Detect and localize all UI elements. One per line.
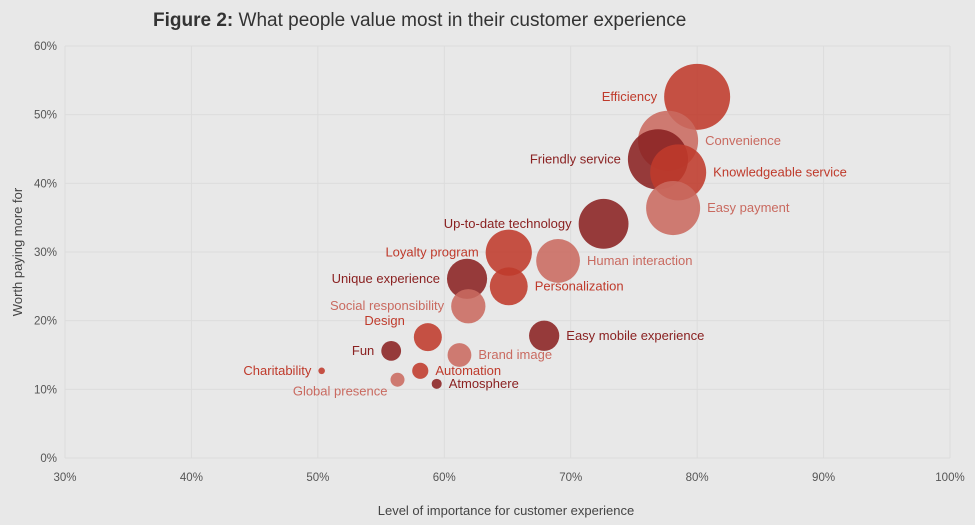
y-tick-label: 30% [34,247,57,259]
bubble-brand-image[interactable] [447,343,472,367]
bubble-loyalty-program[interactable] [485,229,532,276]
x-tick-label: 30% [53,472,76,484]
y-tick-label: 40% [34,178,57,190]
x-tick-label: 40% [180,472,203,484]
bubble-design[interactable] [413,323,442,352]
bubble-label: Human interaction [587,253,693,268]
bubble-label: Knowledgeable service [713,164,847,179]
x-tick-label: 50% [306,472,329,484]
bubble-label: Unique experience [332,271,440,286]
bubble-easy-mobile-experience[interactable] [529,320,560,351]
bubble-label: Friendly service [530,151,621,166]
x-tick-label: 60% [433,472,456,484]
bubble-charitability[interactable] [318,367,325,375]
grid [64,45,951,459]
bubble-fun[interactable] [381,340,402,361]
bubble-unique-experience[interactable] [446,258,488,299]
y-tick-label: 10% [34,384,57,396]
x-axis-title: Level of importance for customer experie… [378,503,635,518]
bubble-social-responsibility[interactable] [451,289,486,324]
bubble-automation[interactable] [412,362,429,379]
figure-number: Figure 2: [153,10,234,31]
tick-labels: 30% 40% 50% 60% 70% 80% 90% 100% 0% 10% 20% 30% 40% 5… [34,41,965,484]
bubble-label: Up-to-date technology [444,216,572,231]
bubble-up-to-date-technology[interactable] [578,198,629,249]
bubble-label: Social responsibility [330,298,445,313]
bubbles [318,63,731,389]
bubble-label: Convenience [705,133,781,148]
bubble-label: Loyalty program [385,245,478,260]
y-tick-label: 50% [34,110,57,122]
bubble-global-presence[interactable] [390,372,405,387]
y-tick-label: 0% [40,453,57,465]
bubble-label: Fun [352,343,374,358]
y-axis-title: Worth paying more for [10,187,25,316]
bubble-label: Easy payment [707,200,790,215]
bubble-label: Design [364,313,404,328]
chart-title: Figure 2: What people value most in thei… [153,10,686,32]
bubble-personalization[interactable] [489,267,528,306]
bubble-human-interaction[interactable] [536,239,580,283]
x-tick-label: 100% [935,472,964,484]
bubble-labels: Efficiency Convenience Friendly service Kno… [243,89,846,399]
bubble-efficiency[interactable] [664,63,731,130]
x-tick-label: 90% [812,472,835,484]
bubble-label: Easy mobile experience [566,328,704,343]
bubble-easy-payment[interactable] [646,181,701,236]
bubble-label: Efficiency [602,89,658,104]
bubble-label: Charitability [243,363,311,378]
x-tick-label: 70% [559,472,582,484]
bubble-atmosphere[interactable] [431,378,442,389]
bubble-label: Global presence [293,384,388,399]
title-text: What people value most in their customer… [238,10,687,31]
bubble-label: Personalization [535,278,624,293]
bubble-label: Atmosphere [449,376,519,391]
y-tick-label: 60% [34,41,57,53]
bubble-label: Automation [435,363,501,378]
y-tick-label: 20% [34,316,57,328]
bubble-label: Brand image [478,347,552,362]
x-tick-label: 80% [686,472,709,484]
